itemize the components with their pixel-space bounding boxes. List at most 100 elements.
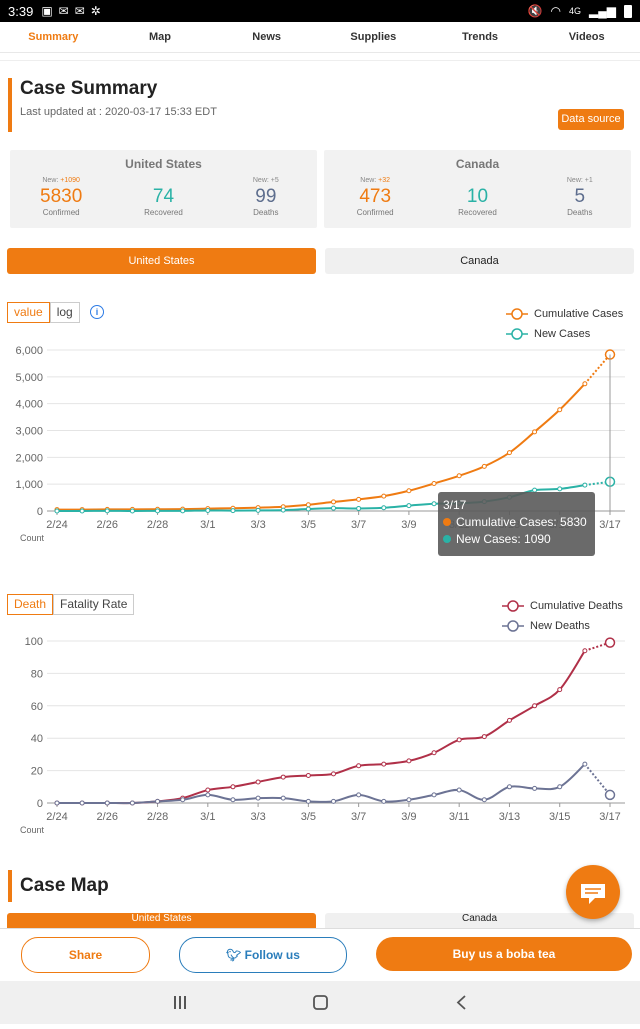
- map-tab-us[interactable]: United States: [7, 913, 316, 928]
- tab-map[interactable]: Map: [149, 31, 171, 43]
- page-title: Case Summary: [20, 78, 158, 99]
- legend-new-cases[interactable]: New Cases: [506, 328, 590, 340]
- y-tick-label: 4,000: [15, 399, 43, 411]
- data-point: [557, 486, 563, 492]
- new-confirmed: +32: [378, 177, 391, 184]
- home-icon[interactable]: [313, 995, 328, 1010]
- legend-cumulative-deaths[interactable]: Cumulative Deaths: [502, 600, 623, 612]
- x-tick-label: 2/28: [147, 811, 168, 823]
- tab-summary[interactable]: Summary: [28, 31, 79, 43]
- data-point: [305, 772, 311, 778]
- legend-cumulative-cases[interactable]: Cumulative Cases: [506, 308, 623, 320]
- data-point: [79, 800, 85, 806]
- status-bar: 3:39 ▣ ✉ ✉ ✲ 🔇 ◠ 4G ▂▄▆: [0, 0, 640, 22]
- recovered-label: Recovered: [458, 208, 497, 217]
- data-point: [532, 429, 538, 435]
- recent-apps-icon[interactable]: [174, 996, 186, 1009]
- tooltip-cumulative: Cumulative Cases: 5830: [456, 515, 587, 529]
- y-tick-label: 60: [31, 701, 43, 713]
- follow-us-button[interactable]: 🐦︎ Follow us: [179, 937, 347, 973]
- data-point: [280, 507, 286, 513]
- data-point: [381, 798, 387, 804]
- data-point: [456, 787, 462, 793]
- data-point: [481, 734, 487, 740]
- series-line-projection: [584, 641, 611, 652]
- system-icons: 🔇 ◠ 4G ▂▄▆: [528, 4, 632, 18]
- log-scale-button[interactable]: log: [49, 302, 80, 323]
- data-point: [331, 505, 336, 511]
- data-point: [406, 488, 412, 494]
- data-point: [604, 789, 616, 801]
- data-point: [205, 787, 211, 793]
- deaths-stat: New: +5 99 Deaths: [215, 177, 317, 217]
- data-point: [506, 784, 512, 790]
- summary-card-canada: Canada New: +32 473 Confirmed 10 Recover…: [324, 150, 631, 228]
- death-button[interactable]: Death: [7, 594, 54, 615]
- series-line: [57, 763, 586, 805]
- data-point: [255, 507, 261, 513]
- country-name: Canada: [455, 157, 500, 171]
- data-point: [356, 763, 362, 769]
- x-tick-label: 3/11: [449, 811, 470, 823]
- chat-icon: [581, 884, 605, 904]
- data-point: [155, 508, 161, 514]
- data-point: [431, 501, 437, 507]
- last-updated: Last updated at : 2020-03-17 15:33 EDT: [20, 106, 217, 118]
- mute-icon: 🔇: [527, 4, 543, 18]
- deaths-chart[interactable]: 0 20 40 60 80 100 2/24 2/26 2/28 3/1 3/3 3/5 3/7 3/9 3…: [0, 620, 640, 840]
- chat-button[interactable]: [566, 865, 620, 919]
- value-scale-button[interactable]: value: [7, 302, 50, 323]
- new-prefix: New:: [566, 177, 585, 184]
- data-point: [54, 508, 60, 514]
- tooltip-row: Cumulative Cases: 5830: [443, 515, 595, 529]
- x-tick-label: 2/24: [46, 519, 67, 531]
- fatality-rate-button[interactable]: Fatality Rate: [53, 594, 135, 615]
- y-tick-label: 3,000: [15, 426, 43, 438]
- data-point: [456, 473, 462, 479]
- data-point: [481, 463, 487, 469]
- data-point: [582, 648, 588, 654]
- deaths-label: Deaths: [567, 208, 593, 217]
- data-point: [230, 784, 236, 790]
- data-point: [331, 771, 336, 777]
- boba-tea-button[interactable]: Buy us a boba tea: [376, 937, 632, 971]
- case-summary-header: Case Summary Last updated at : 2020-03-1…: [8, 78, 217, 132]
- info-icon[interactable]: i: [90, 305, 104, 319]
- battery-icon: [624, 4, 632, 18]
- divider: [0, 60, 640, 61]
- data-point: [557, 407, 563, 413]
- notification-icons: ▣ ✉ ✉ ✲: [41, 4, 101, 18]
- data-source-button[interactable]: Data source: [558, 109, 624, 130]
- death-toggle: Death Fatality Rate: [7, 594, 135, 615]
- share-button[interactable]: Share: [21, 937, 150, 973]
- new-confirmed: +1090: [60, 177, 80, 184]
- x-tick-label: 3/7: [351, 811, 366, 823]
- data-point: [230, 797, 236, 803]
- deaths-count: 99: [255, 186, 277, 207]
- tab-news[interactable]: News: [252, 31, 282, 43]
- data-point: [280, 774, 286, 780]
- data-point: [280, 795, 286, 801]
- data-point: [431, 750, 437, 756]
- x-tick-label: 3/5: [301, 519, 316, 531]
- legend-new-deaths[interactable]: New Deaths: [502, 620, 590, 632]
- y-tick-label: 0: [37, 798, 43, 810]
- country-button-canada[interactable]: Canada: [325, 248, 634, 274]
- data-point: [506, 450, 512, 456]
- x-tick-label: 3/13: [499, 811, 520, 823]
- tab-trends[interactable]: Trends: [461, 31, 499, 43]
- x-tick-label: 2/28: [147, 519, 168, 531]
- tab-supplies[interactable]: Supplies: [350, 31, 397, 43]
- back-icon[interactable]: [456, 995, 466, 1010]
- x-tick-label: 3/1: [200, 519, 215, 531]
- map-tab-canada[interactable]: Canada: [325, 913, 634, 928]
- new-prefix: New:: [42, 177, 61, 184]
- country-button-us[interactable]: United States: [7, 248, 316, 274]
- x-tick-label: 3/15: [549, 811, 570, 823]
- new-deaths: +1: [584, 177, 593, 184]
- tab-videos[interactable]: Videos: [568, 31, 605, 43]
- data-point: [180, 797, 186, 803]
- data-point: [155, 798, 161, 804]
- data-point: [582, 381, 588, 387]
- confirmed-label: Confirmed: [356, 208, 394, 217]
